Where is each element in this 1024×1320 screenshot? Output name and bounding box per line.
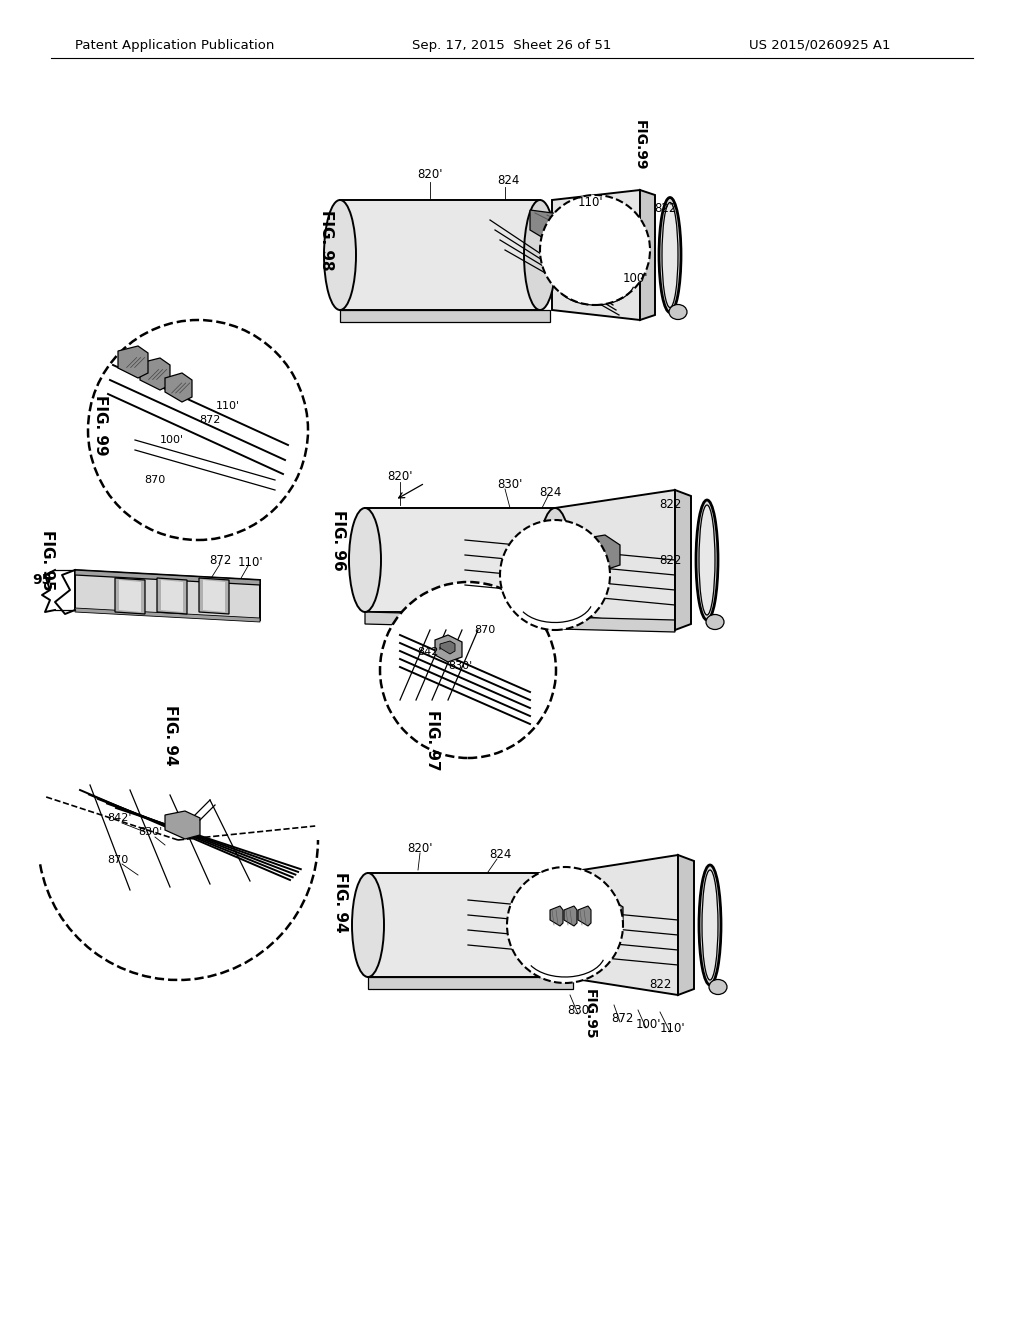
Ellipse shape	[699, 865, 721, 985]
Text: 110': 110'	[216, 401, 240, 411]
Ellipse shape	[349, 508, 381, 612]
Text: 824: 824	[539, 486, 561, 499]
Polygon shape	[368, 977, 573, 989]
Text: 820': 820'	[408, 842, 433, 854]
Polygon shape	[435, 635, 462, 663]
Polygon shape	[140, 358, 170, 389]
Ellipse shape	[696, 500, 718, 620]
Polygon shape	[678, 855, 694, 995]
Ellipse shape	[659, 198, 681, 313]
Circle shape	[88, 319, 308, 540]
Text: 842': 842'	[418, 647, 442, 657]
Text: Sep. 17, 2015  Sheet 26 of 51: Sep. 17, 2015 Sheet 26 of 51	[413, 38, 611, 51]
Ellipse shape	[524, 201, 556, 310]
Text: 870: 870	[144, 475, 166, 484]
Text: Patent Application Publication: Patent Application Publication	[76, 38, 274, 51]
Text: FIG.95: FIG.95	[583, 989, 597, 1039]
Text: FIG. 98: FIG. 98	[319, 210, 335, 271]
Text: 822: 822	[649, 978, 671, 991]
Ellipse shape	[669, 305, 687, 319]
Ellipse shape	[706, 615, 724, 630]
Text: 822: 822	[658, 499, 681, 511]
Polygon shape	[115, 578, 145, 614]
Polygon shape	[75, 570, 260, 620]
Text: 824: 824	[488, 849, 511, 862]
Text: 822: 822	[653, 202, 676, 214]
Text: 100': 100'	[160, 436, 184, 445]
Text: 830': 830'	[498, 479, 522, 491]
Text: FIG. 97: FIG. 97	[425, 710, 439, 771]
Circle shape	[380, 582, 556, 758]
Ellipse shape	[547, 873, 579, 977]
Circle shape	[500, 520, 610, 630]
Polygon shape	[365, 508, 555, 612]
Text: 110': 110'	[659, 1022, 685, 1035]
Polygon shape	[157, 578, 187, 614]
Ellipse shape	[539, 508, 571, 612]
Polygon shape	[550, 906, 563, 927]
Polygon shape	[530, 210, 580, 248]
Polygon shape	[75, 609, 260, 622]
Circle shape	[507, 867, 623, 983]
Ellipse shape	[709, 979, 727, 994]
Text: 872: 872	[610, 1011, 633, 1024]
Polygon shape	[161, 579, 183, 612]
Text: 830': 830'	[447, 661, 472, 671]
Text: 100': 100'	[623, 272, 648, 285]
Polygon shape	[578, 906, 591, 927]
Text: FIG. 99: FIG. 99	[92, 395, 108, 455]
Polygon shape	[199, 578, 229, 614]
Polygon shape	[578, 898, 623, 931]
Text: 870: 870	[108, 855, 129, 865]
Text: 870: 870	[474, 624, 496, 635]
Text: 100': 100'	[635, 1018, 660, 1031]
Text: 110': 110'	[238, 556, 263, 569]
Ellipse shape	[699, 506, 715, 615]
Polygon shape	[203, 579, 225, 612]
Polygon shape	[675, 490, 691, 630]
Ellipse shape	[352, 873, 384, 977]
Text: 95: 95	[33, 573, 51, 587]
Text: 824: 824	[497, 173, 519, 186]
Ellipse shape	[324, 201, 356, 310]
Text: 830': 830'	[138, 828, 162, 837]
Text: 820': 820'	[387, 470, 413, 483]
Text: 872: 872	[200, 414, 221, 425]
Text: FIG. 96: FIG. 96	[331, 510, 345, 570]
Polygon shape	[640, 190, 655, 319]
Polygon shape	[365, 612, 675, 632]
Text: 822: 822	[658, 553, 681, 566]
Polygon shape	[564, 906, 577, 927]
Circle shape	[540, 195, 650, 305]
Polygon shape	[368, 873, 563, 977]
Polygon shape	[563, 855, 678, 995]
Text: 842': 842'	[108, 813, 132, 822]
Text: 820': 820'	[417, 169, 442, 181]
Polygon shape	[552, 190, 640, 319]
Text: FIG. 94: FIG. 94	[333, 871, 347, 932]
Text: 872: 872	[209, 553, 231, 566]
Text: US 2015/0260925 A1: US 2015/0260925 A1	[750, 38, 891, 51]
Polygon shape	[340, 310, 550, 322]
Text: FIG.99: FIG.99	[633, 120, 647, 170]
Polygon shape	[555, 490, 675, 630]
Text: 110': 110'	[578, 195, 603, 209]
Polygon shape	[118, 346, 148, 378]
Polygon shape	[75, 570, 260, 585]
Polygon shape	[165, 810, 200, 840]
Polygon shape	[340, 201, 540, 310]
Polygon shape	[440, 642, 455, 653]
Ellipse shape	[662, 202, 678, 308]
Text: 830': 830'	[567, 1003, 593, 1016]
Polygon shape	[119, 579, 141, 612]
Ellipse shape	[702, 870, 718, 979]
Polygon shape	[575, 535, 620, 570]
Text: FIG. 95: FIG. 95	[40, 529, 54, 590]
Polygon shape	[165, 374, 193, 403]
Text: FIG. 94: FIG. 94	[163, 705, 177, 766]
